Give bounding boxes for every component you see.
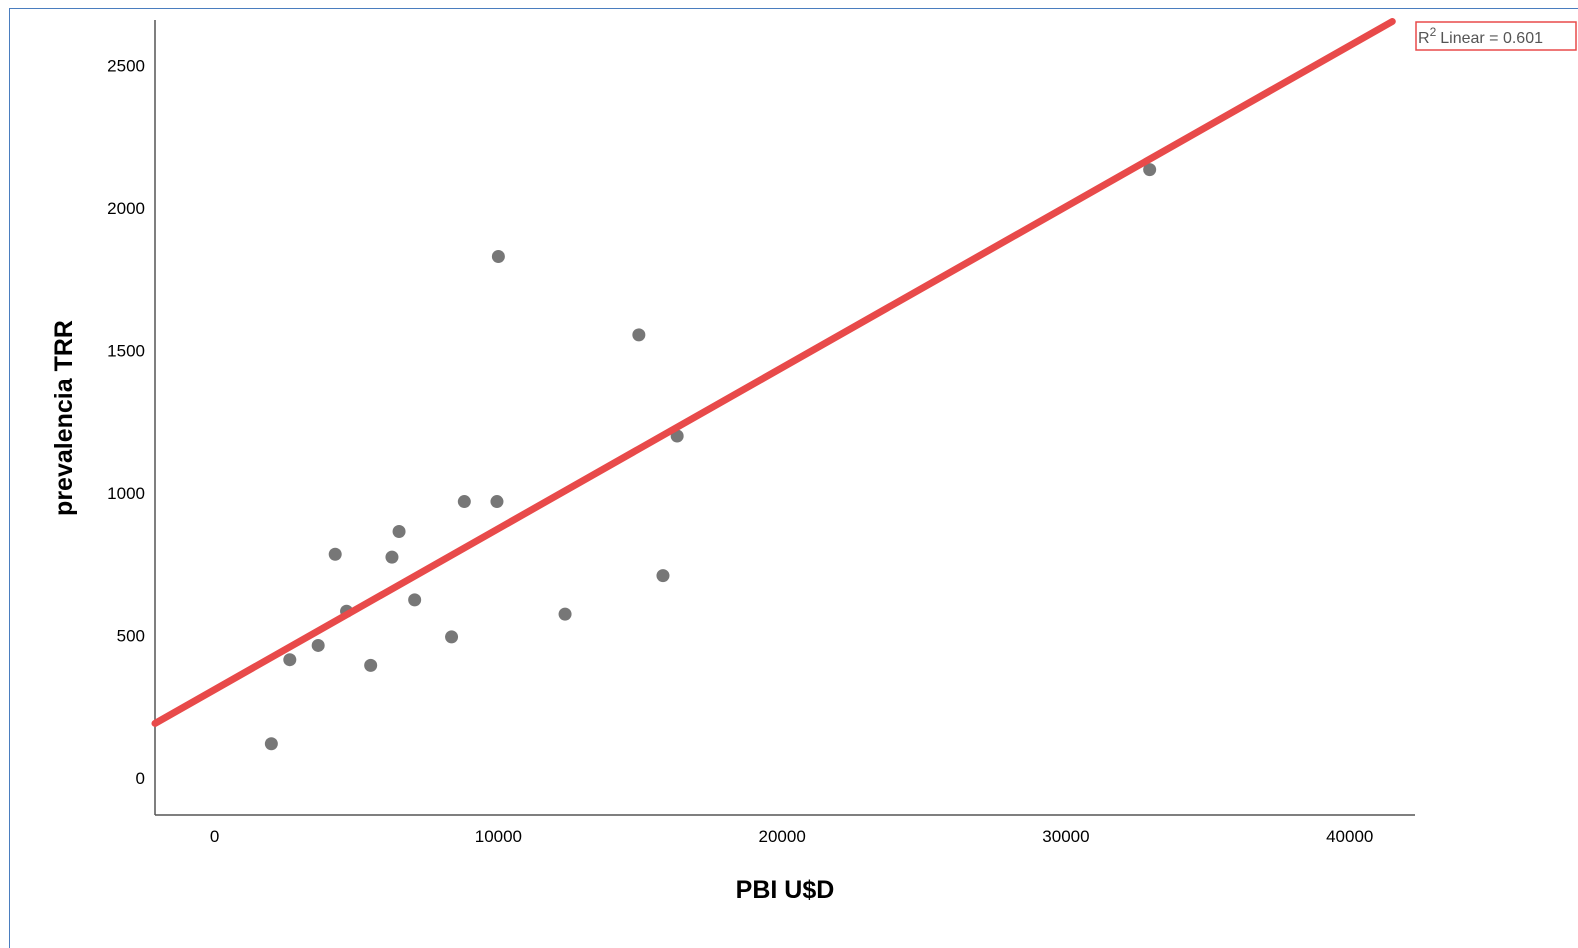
y-axis-title: prevalencia TRR — [50, 320, 78, 516]
data-point — [283, 653, 297, 667]
x-tick-labels: 0 10000 20000 30000 40000 — [210, 827, 1374, 846]
data-point — [490, 495, 504, 509]
data-point — [408, 593, 422, 607]
chart-frame — [9, 8, 1578, 948]
x-tick-label: 0 — [210, 827, 219, 846]
x-tick-label: 10000 — [475, 827, 522, 846]
data-point — [392, 524, 406, 538]
legend-box — [1415, 21, 1577, 51]
y-tick-labels: 0 500 1000 1500 2000 2500 — [107, 57, 145, 788]
y-tick-label: 1000 — [107, 484, 145, 503]
data-point — [457, 495, 471, 509]
data-point — [445, 630, 459, 644]
x-tick-label: 30000 — [1042, 827, 1089, 846]
y-tick-label: 0 — [136, 769, 145, 788]
legend-prefix: R — [1418, 30, 1430, 47]
data-point — [558, 607, 572, 621]
data-point — [632, 328, 646, 342]
r2-legend: R2 Linear = 0.601 — [1415, 21, 1577, 51]
data-point — [264, 737, 278, 751]
data-point — [491, 250, 505, 264]
data-point — [328, 547, 342, 561]
data-point — [385, 550, 399, 564]
legend-superscript: 2 — [1430, 25, 1437, 39]
fit-line — [151, 17, 1396, 727]
legend-label: Linear = 0.601 — [1440, 30, 1543, 47]
axes — [154, 20, 1415, 816]
y-tick-label: 500 — [117, 626, 145, 645]
data-point — [1143, 163, 1157, 177]
data-point — [364, 658, 378, 672]
data-point — [656, 569, 670, 583]
data-point — [311, 638, 325, 652]
y-tick-label: 2500 — [107, 57, 145, 76]
x-axis-title: PBI U$D — [736, 876, 835, 904]
x-tick-label: 40000 — [1326, 827, 1373, 846]
data-points — [264, 163, 1157, 751]
x-tick-label: 20000 — [759, 827, 806, 846]
legend-text: R2 Linear = 0.601 — [1418, 25, 1543, 47]
y-tick-label: 1500 — [107, 342, 145, 361]
y-tick-label: 2000 — [107, 199, 145, 218]
